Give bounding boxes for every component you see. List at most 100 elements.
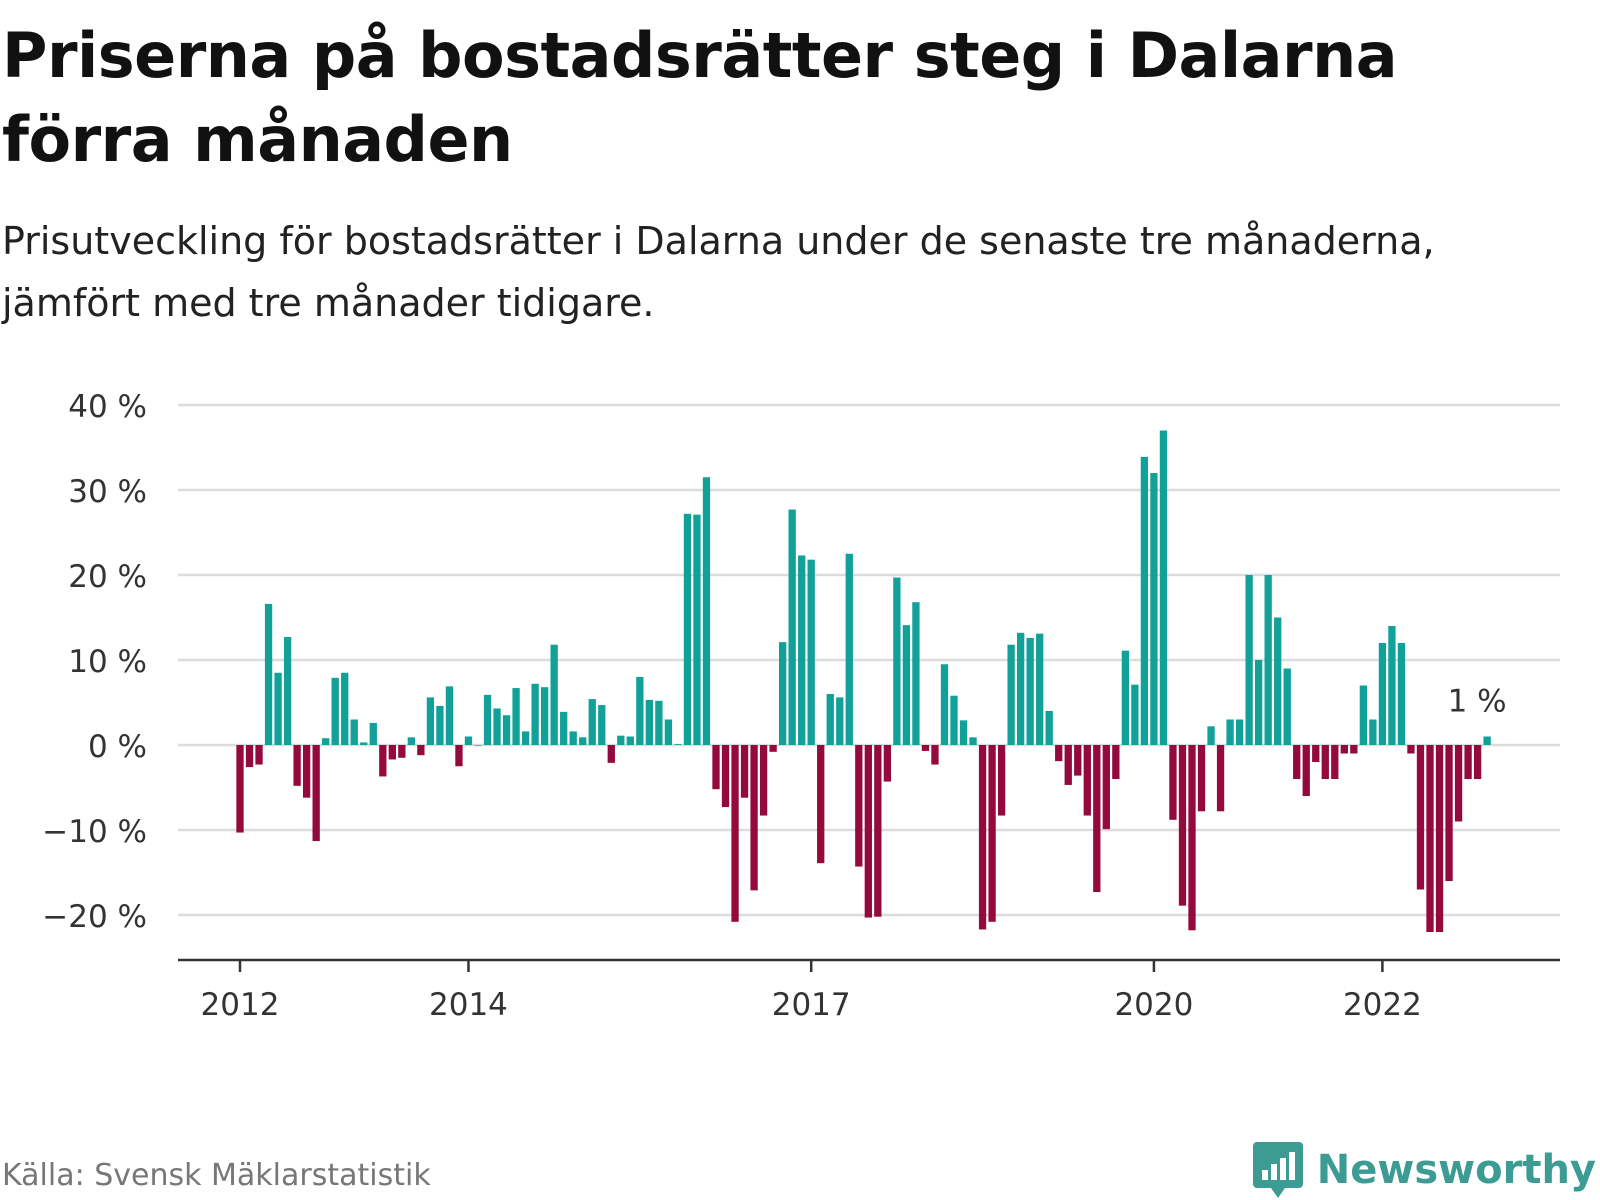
bar-negative [1426,745,1434,932]
x-tick-label: 2022 [1343,987,1422,1023]
bar-negative [1416,745,1425,890]
bar-positive [1274,617,1282,745]
annotations: 1 % [1448,684,1507,720]
bar-negative [874,745,882,917]
x-tick-label: 2014 [429,987,508,1023]
bar-positive [588,699,596,745]
bar-negative [769,745,777,752]
bar-positive [1159,430,1168,745]
bar-negative [312,745,320,842]
bar-negative [1445,745,1453,881]
bar-negative [740,745,749,798]
bar-chart: 40 %30 %20 %10 %0 %−10 %−20 % 2012 2014 20… [42,389,1560,1023]
bar-negative [1331,745,1339,779]
bar-negative [750,745,758,891]
bar-negative [293,745,301,786]
bar-negative [1197,745,1206,812]
bar-positive [807,559,815,745]
bar-negative [379,745,387,777]
bar-negative [1216,745,1225,812]
bar-positive [350,719,358,745]
x-tick-label: 2012 [201,987,280,1023]
bar-positive [1045,711,1053,745]
bar-positive [579,737,587,745]
bar-positive [560,711,568,745]
chart-subtitle: Prisutveckling för bostadsrätter i Dalar… [2,219,1435,325]
bar-positive [893,577,901,745]
bar-positive [569,731,577,745]
bar-negative [1464,745,1472,779]
bar-positive [369,722,377,745]
y-tick-label: 0 % [88,729,147,765]
bar-positive [322,738,330,745]
bar-positive [683,513,692,745]
bar-negative [1435,745,1444,932]
bar-positive [1254,660,1263,745]
source-note: Källa: Svensk Mäklarstatistik [2,1158,431,1193]
bar-positive [445,686,454,745]
bar-negative [1093,745,1101,893]
bar-positive [531,683,539,745]
bar-negative [388,745,396,760]
bar-positive [1397,643,1406,745]
bar-negative [1312,745,1320,762]
bar-positive [474,745,482,746]
bar-positive [674,744,682,745]
bar-positive [550,644,558,745]
bar-negative [1454,745,1463,822]
bar-positive [1369,719,1377,745]
bar-positive [436,705,444,745]
bar-negative [1321,745,1329,779]
bar-positive [464,736,473,745]
bar-positive [483,694,492,745]
bar-negative [1112,745,1120,779]
bar-positive [969,737,977,745]
bar-positive [788,509,796,745]
bar-positive [407,737,416,745]
brand-name: Newsworthy [1316,1147,1596,1193]
y-tick-label: 20 % [68,559,147,595]
bar-positive [1388,626,1396,745]
bar-positive [1483,736,1491,745]
bar-positive [902,625,911,745]
bar-positive [426,697,435,745]
bar-negative [607,745,615,763]
bar-positive [598,705,606,745]
bar-positive [826,694,834,745]
bar-positive [1245,575,1253,745]
brand-logo: Newsworthy [1251,1140,1596,1200]
bar-positive [626,736,634,745]
bar-negative [855,745,863,867]
bar-negative [997,745,1006,816]
bar-positive [940,664,949,745]
bar-positive [502,715,511,745]
bar-negative [721,745,730,808]
bar-positive [1264,575,1272,745]
bar-negative [817,745,825,864]
bar-negative [1340,745,1348,754]
bar-positive [1016,632,1025,745]
bar-positive [702,477,711,745]
bar-negative [864,745,872,918]
bar-positive [521,731,530,745]
bar-positive [693,514,701,745]
bar-negative [245,745,254,768]
bar-negative [978,745,987,930]
bar-positive [845,553,853,745]
bar-positive [1131,684,1139,745]
bars [236,430,1491,932]
bar-positive [1226,719,1234,745]
bar-negative [1169,745,1177,820]
bar-positive [950,695,958,745]
bar-negative [931,745,939,765]
bar-negative [712,745,720,790]
bar-negative [1188,745,1196,931]
y-tick-label: 30 % [68,474,147,510]
bar-negative [302,745,311,798]
bar-negative [1083,745,1091,816]
x-tick-label: 2020 [1114,987,1193,1023]
bar-positive [1235,719,1244,745]
bar-negative [1407,745,1415,754]
bar-positive [1150,473,1158,745]
bar-positive [1026,637,1034,745]
